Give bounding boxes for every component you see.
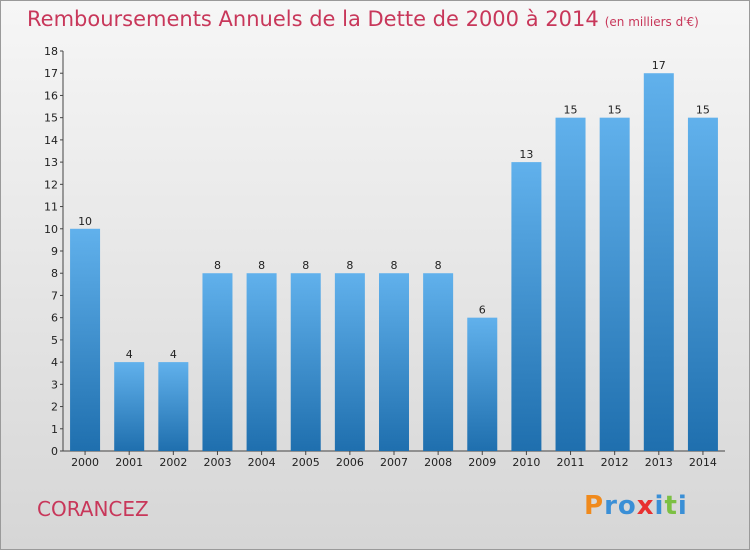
- logo-letter: P: [584, 491, 605, 521]
- x-tick-label: 2008: [424, 456, 452, 469]
- x-tick-label: 2013: [645, 456, 673, 469]
- bar: [379, 273, 409, 451]
- chart-title: Remboursements Annuels de la Dette de 20…: [27, 7, 699, 31]
- y-tick-label: 9: [51, 245, 58, 258]
- y-tick-label: 1: [51, 423, 58, 436]
- proxiti-logo[interactable]: Proxiti: [584, 491, 688, 521]
- x-tick-label: 2014: [689, 456, 717, 469]
- y-tick-label: 6: [51, 312, 58, 325]
- city-name: CORANCEZ: [37, 497, 149, 521]
- x-tick-label: 2005: [292, 456, 320, 469]
- bar-value-label: 15: [564, 104, 578, 117]
- y-tick-label: 5: [51, 334, 58, 347]
- y-tick-label: 17: [44, 67, 58, 80]
- bar-value-label: 6: [479, 304, 486, 317]
- x-tick-label: 2009: [468, 456, 496, 469]
- bar: [158, 362, 189, 451]
- y-tick-label: 15: [44, 112, 58, 125]
- chart-title-text: Remboursements Annuels de la Dette de 20…: [27, 7, 599, 31]
- bar: [599, 117, 630, 452]
- bar: [423, 273, 454, 451]
- x-tick-label: 2003: [203, 456, 231, 469]
- bar: [511, 162, 542, 451]
- bar-value-label: 8: [346, 259, 353, 272]
- bar-value-label: 4: [170, 348, 177, 361]
- x-tick-label: 2007: [380, 456, 408, 469]
- bar-value-label: 13: [519, 148, 533, 161]
- bar-value-label: 8: [214, 259, 221, 272]
- y-tick-label: 7: [51, 289, 58, 302]
- bar-value-labels: 10 4 4 8 8 8 8 8 8 6 13 15 15 17 15: [78, 59, 710, 361]
- y-tick-label: 8: [51, 267, 58, 280]
- bar-value-label: 15: [696, 104, 710, 117]
- logo-letter: x: [636, 491, 655, 521]
- x-tick-label: 2011: [557, 456, 585, 469]
- y-tick-label: 3: [51, 378, 58, 391]
- bar-value-label: 8: [391, 259, 398, 272]
- bar: [334, 273, 365, 451]
- y-tick-label: 14: [44, 134, 58, 147]
- bar: [70, 228, 101, 451]
- bar: [687, 117, 718, 452]
- chart-unit-note: (en milliers d'€): [604, 15, 699, 29]
- x-tick-label: 2004: [248, 456, 276, 469]
- y-tick-label: 13: [44, 156, 58, 169]
- bar-value-label: 8: [302, 259, 309, 272]
- y-tick-label: 11: [44, 201, 58, 214]
- x-tick-label: 2000: [71, 456, 99, 469]
- x-tick-label: 2012: [601, 456, 629, 469]
- logo-letter: i: [677, 491, 688, 521]
- y-tick-label: 18: [44, 45, 58, 58]
- bar-value-label: 8: [435, 259, 442, 272]
- y-tick-label: 4: [51, 356, 58, 369]
- bar-value-label: 10: [78, 215, 92, 228]
- y-tick-label: 16: [44, 89, 58, 102]
- y-tick-label: 12: [44, 178, 58, 191]
- bar: [643, 73, 674, 451]
- x-tick-label: 2010: [512, 456, 540, 469]
- y-tick-label: 0: [51, 445, 58, 458]
- logo-letter: i: [654, 491, 665, 521]
- x-tick-label: 2001: [115, 456, 143, 469]
- bar-value-label: 15: [608, 104, 622, 117]
- bar-value-label: 8: [258, 259, 265, 272]
- logo-letter: t: [664, 491, 678, 521]
- y-tick-label: 10: [44, 223, 58, 236]
- logo-letter: r: [604, 491, 618, 521]
- bar: [555, 117, 586, 452]
- bar: [202, 273, 233, 451]
- logo-letter: o: [617, 491, 637, 521]
- bar-value-label: 17: [652, 59, 666, 72]
- bars: [70, 73, 718, 452]
- bar: [246, 273, 277, 451]
- x-tick-label: 2006: [336, 456, 364, 469]
- bar: [467, 317, 498, 451]
- y-tick-label: 2: [51, 401, 58, 414]
- x-tick-label: 2002: [159, 456, 187, 469]
- bar-value-label: 4: [126, 348, 133, 361]
- bar: [114, 362, 145, 451]
- bar: [290, 273, 321, 451]
